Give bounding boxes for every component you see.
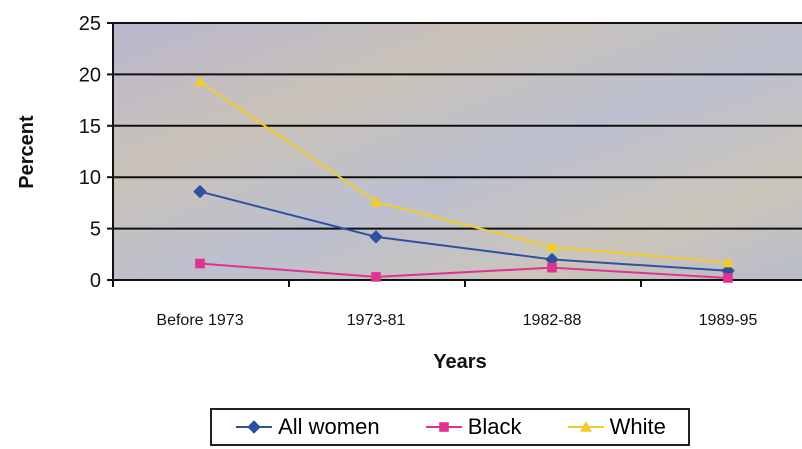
y-tick-label: 0 [90, 270, 101, 292]
data-point [546, 241, 558, 252]
series-line [199, 262, 729, 279]
y-axis-title: Percent [16, 115, 38, 189]
x-tick-label: 1973-81 [347, 312, 406, 329]
data-point [193, 184, 207, 199]
legend-swatch [425, 422, 462, 432]
y-tick-labels: 0 5 10 15 20 25 [79, 13, 101, 292]
x-tick-label: 1989-95 [699, 312, 758, 329]
y-tick-label: 20 [79, 64, 101, 86]
data-point [547, 262, 557, 273]
series-group [193, 75, 735, 283]
series-line [199, 190, 729, 272]
series-line [199, 80, 729, 264]
legend-item: Black [424, 414, 522, 440]
series-all-women [193, 184, 735, 278]
y-tick-label: 10 [79, 167, 101, 189]
y-tick-label: 5 [90, 219, 101, 241]
legend-item: White [566, 414, 666, 440]
x-tick-labels: Before 1973 1973-81 1982-88 1989-95 [156, 312, 757, 329]
legend-label: All women [278, 414, 380, 439]
data-point [369, 230, 383, 244]
legend-label: White [609, 414, 666, 439]
series-black [195, 258, 733, 283]
y-tick-label: 25 [79, 13, 101, 35]
gridlines [113, 22, 802, 230]
data-point [247, 420, 261, 434]
legend: All women Black White [210, 408, 690, 446]
plot-area [113, 23, 802, 280]
x-axis-title: Years [433, 351, 486, 373]
x-tick-label: 1982-88 [523, 312, 582, 329]
legend-label: Black [467, 414, 522, 439]
legend-item: All women [234, 414, 380, 440]
data-point [194, 75, 206, 87]
axes [107, 22, 802, 287]
y-tick-label: 15 [79, 116, 101, 138]
data-point [438, 422, 449, 432]
data-point [722, 256, 734, 268]
data-point [579, 421, 592, 432]
series-white [194, 75, 734, 268]
x-tick-label: Before 1973 [156, 312, 243, 329]
legend-swatch [236, 420, 273, 434]
legend-swatch [567, 421, 604, 432]
data-point [723, 273, 733, 283]
data-point [370, 195, 382, 207]
data-point [195, 258, 205, 269]
data-point [371, 272, 381, 282]
